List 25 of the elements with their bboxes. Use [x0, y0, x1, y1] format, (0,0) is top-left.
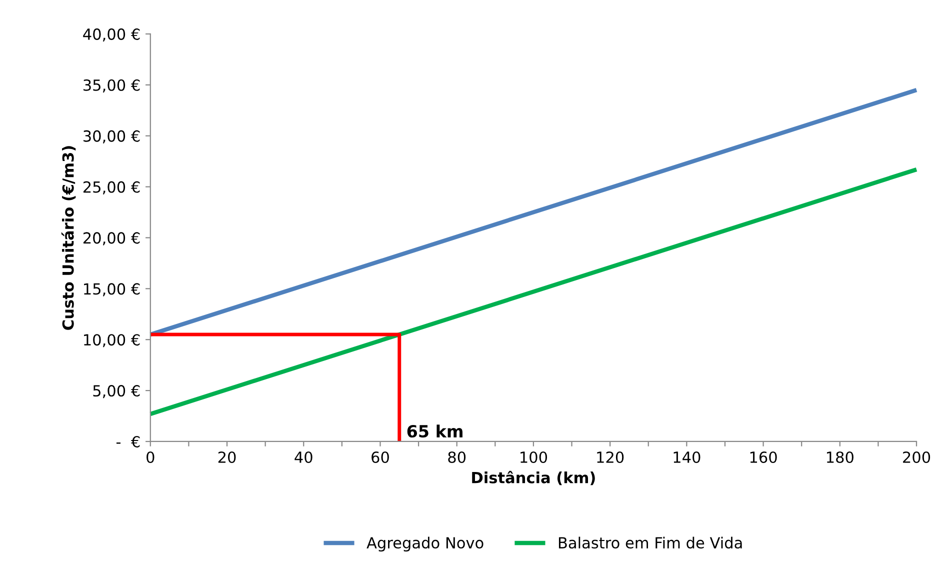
y-tick-label: 15,00 €	[84, 283, 140, 296]
x-tick-label: 20	[218, 451, 236, 464]
x-tick-label: 140	[674, 451, 700, 464]
y-axis-title: Custo Unitário (€/m3)	[61, 146, 76, 330]
y-tick-label: 30,00 €	[84, 130, 140, 144]
y-tick-label: - €	[116, 436, 140, 448]
x-tick-label: 200	[903, 451, 930, 464]
y-tick-label: 10,00 €	[84, 334, 140, 348]
y-tick-label: 25,00 €	[83, 181, 140, 194]
x-tick-label: 160	[750, 451, 777, 464]
x-tick-label: 180	[826, 451, 854, 464]
y-tick-label: 5,00 €	[93, 385, 140, 398]
annotation: 65 km	[407, 424, 462, 438]
y-tick-label: 40,00 €	[83, 28, 140, 42]
x-axis-title: Distância (km)	[472, 470, 595, 486]
x-tick-label: 120	[597, 451, 624, 464]
x-tick-label: 60	[372, 451, 389, 464]
x-tick-label: 0	[146, 451, 154, 464]
x-tick-label: 80	[448, 451, 466, 464]
y-tick-label: 35,00 €	[84, 79, 140, 92]
x-tick-label: 40	[294, 451, 312, 464]
legend-label: Agregado Novo	[366, 536, 484, 552]
x-tick-label: 100	[520, 451, 548, 464]
legend-label: Balastro em Fim de Vida	[558, 536, 742, 549]
y-tick-label: 20,00 €	[83, 232, 140, 246]
